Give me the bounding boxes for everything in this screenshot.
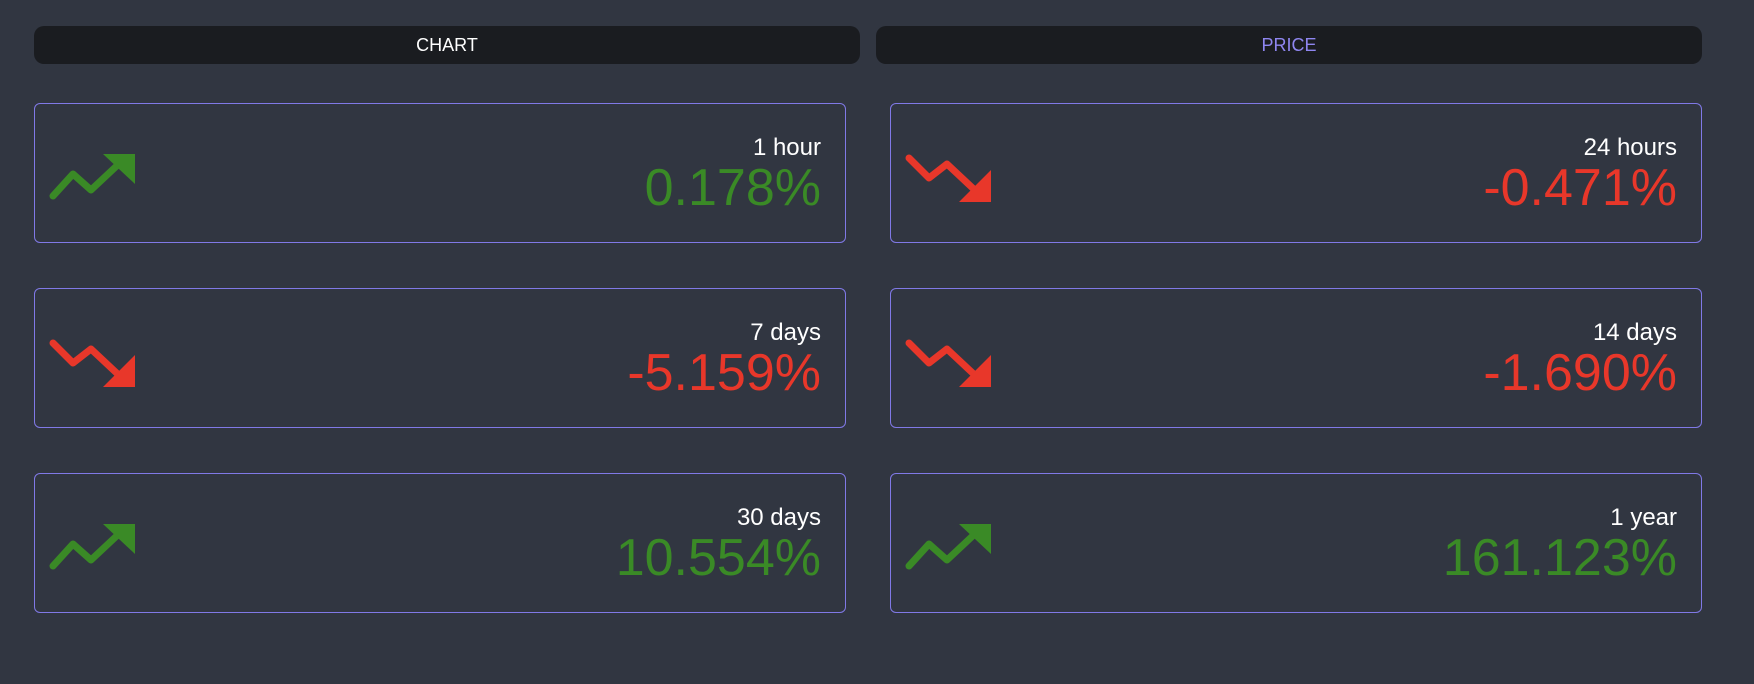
- percent-change: 161.123%: [1442, 529, 1677, 587]
- percent-change: -5.159%: [627, 344, 821, 402]
- tab-chart[interactable]: CHART: [34, 26, 860, 64]
- period-label: 1 hour: [752, 134, 821, 161]
- tab-price[interactable]: PRICE: [876, 26, 1702, 64]
- trending-down-icon: [905, 339, 991, 387]
- trending-down-icon: [905, 154, 991, 202]
- period-label: 30 days: [736, 504, 821, 531]
- period-label: 1 year: [1610, 504, 1677, 531]
- price-change-card-7-days: 7 days -5.159%: [34, 288, 846, 428]
- price-change-card-1-year: 1 year 161.123%: [890, 473, 1702, 613]
- percent-change: 0.178%: [644, 159, 821, 217]
- percent-change: 10.554%: [615, 529, 821, 587]
- price-change-card-1-hour: 1 hour 0.178%: [34, 103, 846, 243]
- period-label: 14 days: [1592, 319, 1677, 346]
- trending-up-icon: [49, 524, 135, 570]
- trending-down-icon: [49, 339, 135, 387]
- trending-up-icon: [905, 524, 991, 570]
- price-change-card-14-days: 14 days -1.690%: [890, 288, 1702, 428]
- percent-change: -1.690%: [1483, 344, 1677, 402]
- price-change-card-30-days: 30 days 10.554%: [34, 473, 846, 613]
- price-change-card-24-hours: 24 hours -0.471%: [890, 103, 1702, 243]
- period-label: 24 hours: [1583, 134, 1677, 161]
- tab-bar: CHART PRICE: [34, 26, 1702, 64]
- percent-change: -0.471%: [1483, 159, 1677, 217]
- period-label: 7 days: [750, 319, 821, 346]
- trending-up-icon: [49, 154, 135, 200]
